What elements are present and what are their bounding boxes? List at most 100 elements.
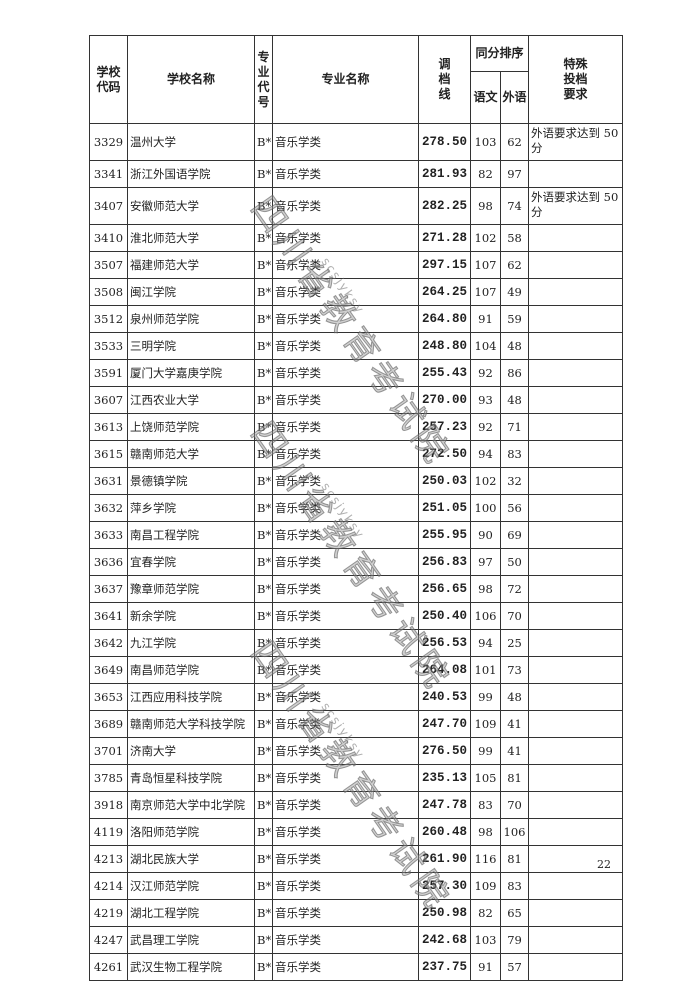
table-row: 3633 南昌工程学院 B* 音乐学类 255.95 90 69 [89,521,624,549]
chinese-rank: 106 [470,602,501,630]
cutoff-score: 271.28 [418,224,471,252]
school-name: 江西应用科技学院 [127,683,255,711]
table-row: 4219 湖北工程学院 B* 音乐学类 250.98 82 65 [89,899,624,927]
school-name: 温州大学 [127,123,255,161]
chinese-rank: 99 [470,737,501,765]
school-code: 4213 [89,845,128,873]
school-code: 3701 [89,737,128,765]
chinese-rank: 107 [470,278,501,306]
major-name: 音乐学类 [272,602,419,630]
cutoff-score: 240.53 [418,683,471,711]
major-code: B* [254,224,273,252]
major-code: B* [254,521,273,549]
table-row: 3591 厦门大学嘉庚学院 B* 音乐学类 255.43 92 86 [89,359,624,387]
table-row: 3508 闽江学院 B* 音乐学类 264.25 107 49 [89,278,624,306]
special-requirement [528,791,624,819]
major-name: 音乐学类 [272,629,419,657]
table-row: 3607 江西农业大学 B* 音乐学类 270.00 93 48 [89,386,624,414]
school-name: 湖北工程学院 [127,899,255,927]
foreign-rank: 83 [499,440,530,468]
school-name: 青岛恒星科技学院 [127,764,255,792]
major-code: B* [254,467,273,495]
table-row: 3410 淮北师范大学 B* 音乐学类 271.28 102 58 [89,224,624,252]
foreign-rank: 62 [499,123,530,161]
school-code: 4214 [89,872,128,900]
chinese-rank: 98 [470,575,501,603]
foreign-rank: 71 [499,413,530,441]
school-code: 3637 [89,575,128,603]
school-name: 萍乡学院 [127,494,255,522]
major-name: 音乐学类 [272,160,419,188]
school-code: 3508 [89,278,128,306]
cutoff-score: 297.15 [418,251,471,279]
table-row: 3642 九江学院 B* 音乐学类 256.53 94 25 [89,629,624,657]
school-name: 南昌工程学院 [127,521,255,549]
admission-table: 学校代码 学校名称 专业代号 专业名称 调档线 同分排序 特殊投档要求 语文 外… [89,35,624,981]
foreign-rank: 41 [499,710,530,738]
major-code: B* [254,332,273,360]
table-row: 3641 新余学院 B* 音乐学类 250.40 106 70 [89,602,624,630]
major-name: 音乐学类 [272,791,419,819]
school-code: 4261 [89,953,128,981]
table-row: 3701 济南大学 B* 音乐学类 276.50 99 41 [89,737,624,765]
table-row: 3653 江西应用科技学院 B* 音乐学类 240.53 99 48 [89,683,624,711]
special-requirement [528,359,624,387]
foreign-rank: 59 [499,305,530,333]
special-requirement [528,160,624,188]
major-name: 音乐学类 [272,332,419,360]
foreign-rank: 73 [499,656,530,684]
special-requirement [528,251,624,279]
foreign-rank: 32 [499,467,530,495]
header-chinese: 语文 [470,71,501,124]
school-name: 景德镇学院 [127,467,255,495]
chinese-rank: 94 [470,440,501,468]
header-cutoff: 调档线 [418,35,471,124]
major-name: 音乐学类 [272,278,419,306]
foreign-rank: 106 [499,818,530,846]
special-requirement [528,305,624,333]
header-school-code: 学校代码 [89,35,128,124]
chinese-rank: 109 [470,710,501,738]
special-requirement [528,872,624,900]
school-code: 3613 [89,413,128,441]
school-name: 汉江师范学院 [127,872,255,900]
foreign-rank: 49 [499,278,530,306]
chinese-rank: 97 [470,548,501,576]
chinese-rank: 92 [470,413,501,441]
header-special: 特殊投档要求 [528,35,624,124]
cutoff-score: 257.23 [418,413,471,441]
school-name: 南京师范大学中北学院 [127,791,255,819]
school-name: 泉州师范学院 [127,305,255,333]
foreign-rank: 83 [499,872,530,900]
school-code: 3918 [89,791,128,819]
cutoff-score: 272.50 [418,440,471,468]
foreign-rank: 48 [499,683,530,711]
cutoff-score: 276.50 [418,737,471,765]
major-name: 音乐学类 [272,467,419,495]
major-name: 音乐学类 [272,872,419,900]
chinese-rank: 116 [470,845,501,873]
special-requirement [528,440,624,468]
chinese-rank: 98 [470,818,501,846]
cutoff-score: 248.80 [418,332,471,360]
major-code: B* [254,413,273,441]
table-row: 4213 湖北民族大学 B* 音乐学类 261.90 116 81 [89,845,624,873]
special-requirement [528,710,624,738]
chinese-rank: 100 [470,494,501,522]
table-row: 3785 青岛恒星科技学院 B* 音乐学类 235.13 105 81 [89,764,624,792]
major-code: B* [254,845,273,873]
major-code: B* [254,656,273,684]
major-name: 音乐学类 [272,494,419,522]
school-name: 济南大学 [127,737,255,765]
cutoff-score: 255.95 [418,521,471,549]
major-code: B* [254,386,273,414]
school-name: 宜春学院 [127,548,255,576]
chinese-rank: 105 [470,764,501,792]
foreign-rank: 56 [499,494,530,522]
school-code: 3642 [89,629,128,657]
school-name: 赣南师范大学 [127,440,255,468]
major-name: 音乐学类 [272,845,419,873]
school-code: 3632 [89,494,128,522]
header-major-name: 专业名称 [272,35,419,124]
